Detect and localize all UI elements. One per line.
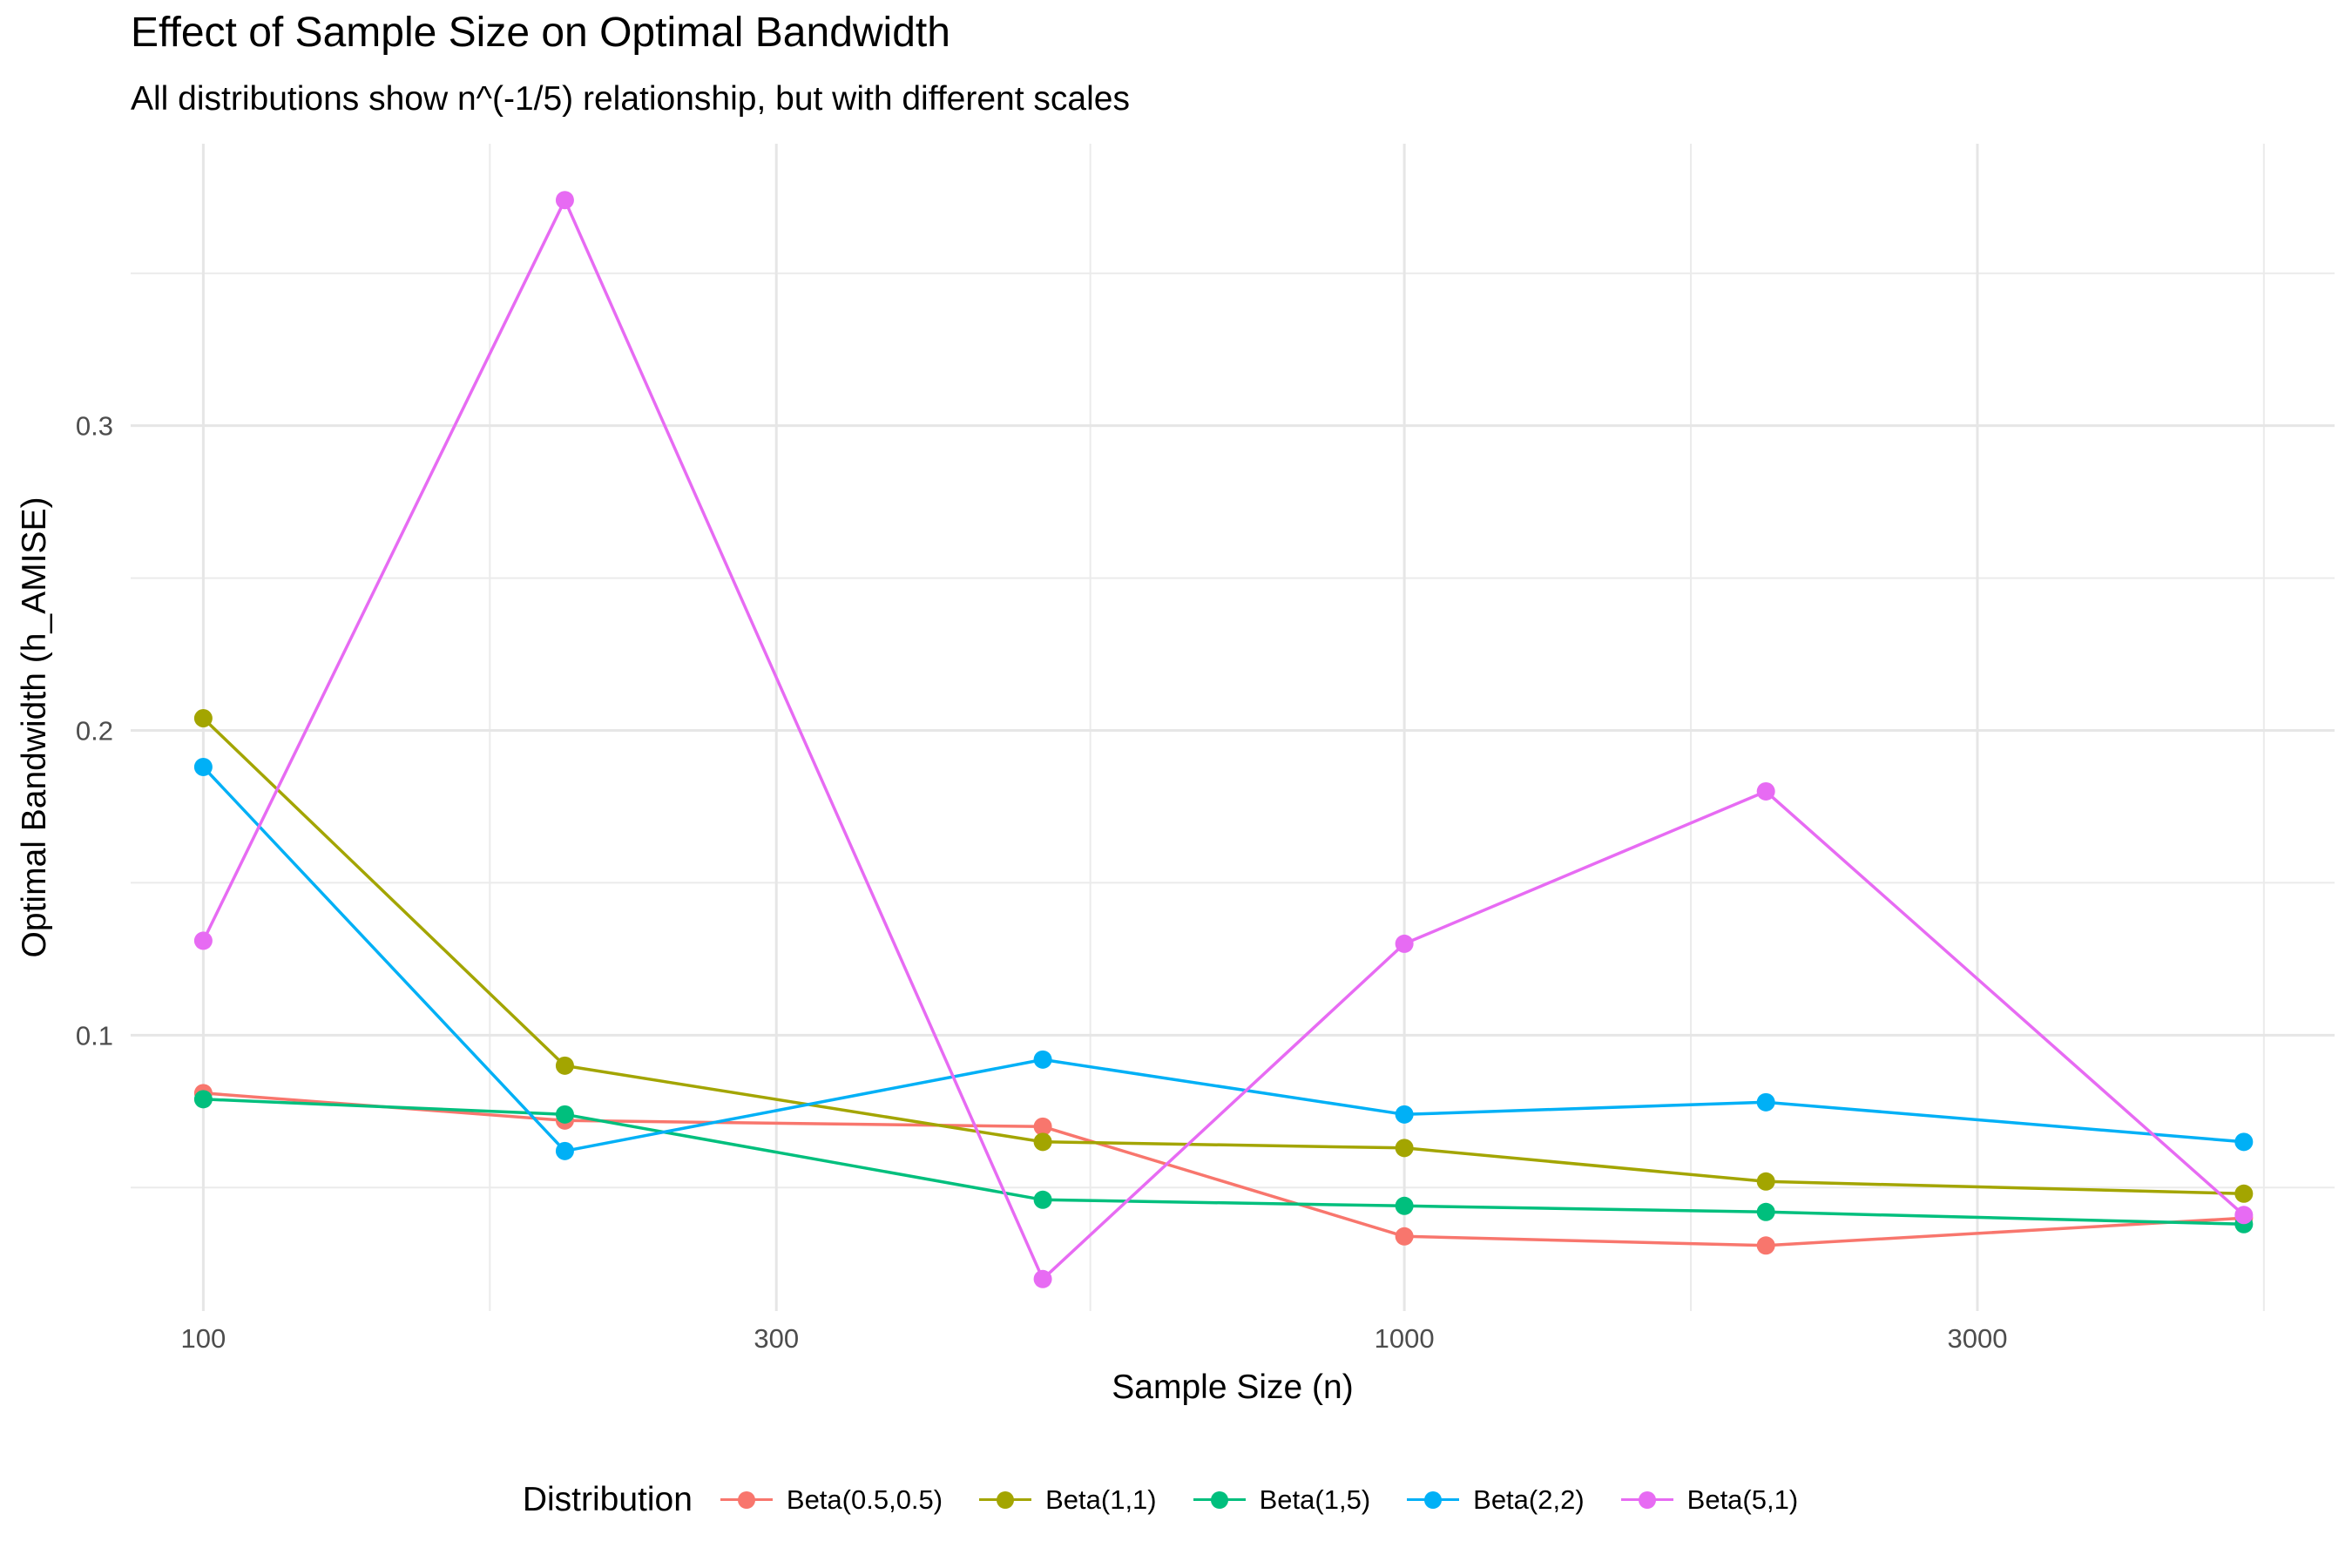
series-line xyxy=(202,766,2244,1153)
legend-item: Beta(2,2) xyxy=(1402,1483,1585,1517)
data-point xyxy=(1395,1139,1414,1158)
x-axis-title: Sample Size (n) xyxy=(1112,1369,1353,1406)
legend-item: Beta(5,1) xyxy=(1616,1483,1799,1517)
legend-key xyxy=(1402,1483,1464,1517)
x-tick-label: 100 xyxy=(181,1323,226,1354)
data-point xyxy=(1395,1227,1414,1246)
data-point xyxy=(1756,1236,1775,1255)
data-point xyxy=(193,757,213,776)
series-line xyxy=(203,1098,2244,1227)
legend-label: Beta(1,1) xyxy=(1045,1484,1157,1515)
data-point xyxy=(1033,1269,1052,1288)
legend-key xyxy=(1188,1483,1251,1517)
y-tick-label: 0.2 xyxy=(76,715,113,746)
y-axis-title: Optimal Bandwidth (h_AMISE) xyxy=(16,497,53,958)
legend-key xyxy=(715,1483,778,1517)
legend-key xyxy=(1616,1483,1679,1517)
chart-title: Effect of Sample Size on Optimal Bandwid… xyxy=(131,10,950,56)
legend-label: Beta(5,1) xyxy=(1686,1484,1799,1515)
legend-item: Beta(1,5) xyxy=(1188,1483,1371,1517)
data-point xyxy=(1033,1190,1052,1209)
data-point xyxy=(555,1056,574,1075)
x-tick-label: 3000 xyxy=(1947,1323,2007,1354)
data-point xyxy=(1395,1196,1414,1215)
legend-label: Beta(1,5) xyxy=(1259,1484,1371,1515)
data-point xyxy=(193,1090,213,1109)
data-point xyxy=(2234,1206,2254,1225)
series-line xyxy=(203,1092,2244,1247)
legend-title: Distribution xyxy=(522,1481,693,1518)
data-point xyxy=(1756,1092,1775,1112)
legend-key-dot xyxy=(1638,1491,1656,1509)
legend-key xyxy=(974,1483,1037,1517)
data-point xyxy=(555,1105,574,1124)
data-point xyxy=(1395,1105,1414,1124)
data-point xyxy=(1033,1050,1052,1069)
data-point xyxy=(193,931,213,950)
data-point xyxy=(555,1141,574,1160)
data-point xyxy=(2234,1132,2254,1152)
legend-key-dot xyxy=(1424,1491,1443,1509)
y-tick-label: 0.3 xyxy=(76,411,113,442)
x-tick-label: 1000 xyxy=(1375,1323,1435,1354)
legend-item: Beta(1,1) xyxy=(974,1483,1157,1517)
chart-subtitle: All distributions show n^(-1/5) relation… xyxy=(131,80,1130,118)
data-point xyxy=(1395,934,1414,953)
legend-items: Beta(0.5,0.5) Beta(1,1) Beta(1,5) Beta(2,2)… xyxy=(715,1483,1829,1517)
legend-key-dot xyxy=(1210,1491,1228,1509)
data-point xyxy=(1033,1132,1052,1152)
legend-key-dot xyxy=(737,1491,755,1509)
data-point xyxy=(1756,1172,1775,1191)
legend-label: Beta(0.5,0.5) xyxy=(786,1484,943,1515)
data-point xyxy=(1756,1202,1775,1221)
series-line xyxy=(202,717,2244,1196)
legend-label: Beta(2,2) xyxy=(1473,1484,1585,1515)
data-point xyxy=(1033,1117,1052,1136)
series-line xyxy=(201,198,2245,1281)
plot-area: 0.1 0.2 0.3 100 300 1000 3000 Sample Size (n) Op… xyxy=(16,144,2335,1406)
y-tick-label: 0.1 xyxy=(76,1020,113,1051)
legend: Distribution Beta(0.5,0.5) Beta(1,1) Beta(… xyxy=(0,1468,2352,1532)
legend-item: Beta(0.5,0.5) xyxy=(715,1483,943,1517)
legend-key-dot xyxy=(997,1491,1015,1509)
data-point xyxy=(555,191,574,210)
data-point xyxy=(2234,1184,2254,1203)
x-tick-label: 300 xyxy=(754,1323,799,1354)
data-point xyxy=(1756,781,1775,801)
data-point xyxy=(193,709,213,728)
